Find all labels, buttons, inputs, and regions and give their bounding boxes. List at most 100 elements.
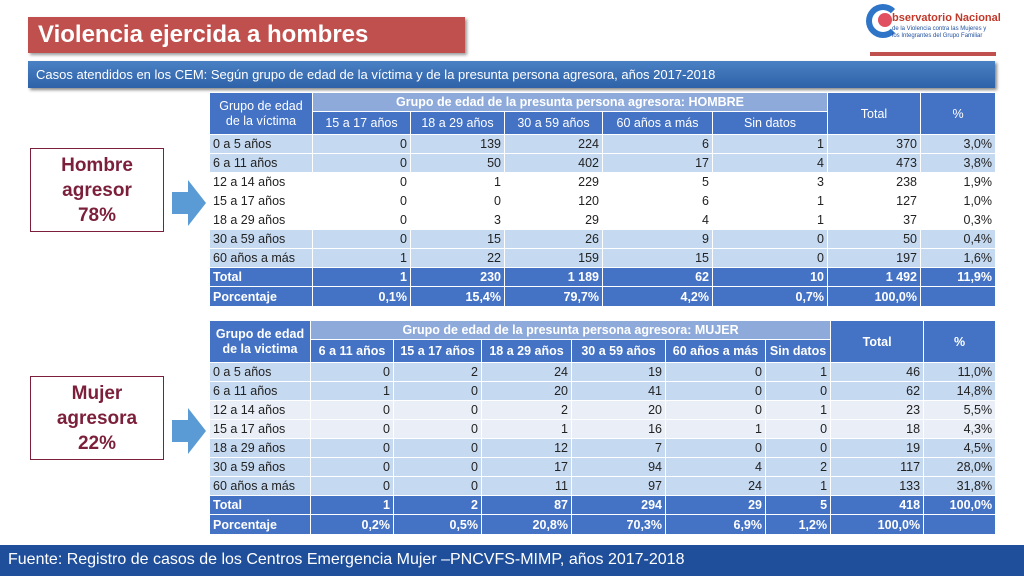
row-percent: 4,3% [923,419,997,439]
cell-value: 1,2% [764,514,832,535]
cell-value: 15 [602,248,713,268]
cell-value: 1 [481,419,572,439]
row-label: 15 a 17 años [209,419,311,439]
subtitle-bar: Casos atendidos en los CEM: Según grupo … [28,61,995,88]
row-percent: 11,0% [923,362,997,382]
row-label: 30 a 59 años [209,229,313,249]
row-label: 0 a 5 años [209,134,313,154]
header-row: Grupo de edad de la victima Grupo de edad… [209,320,997,363]
cell-value: 15,4% [410,286,505,307]
cell-value: 6,9% [665,514,766,535]
cell-value: 9 [602,229,713,249]
cell-value: 94 [571,457,666,477]
row-percent [923,514,997,535]
cell-value: 2 [764,457,832,477]
row-percent: 14,8% [923,381,997,401]
cell-value: 0 [310,457,394,477]
table-hombre-agresor: Grupo de edad de la víctima Grupo de edad… [209,92,996,307]
cell-value: 1 [764,362,832,382]
row-label: 6 a 11 años [209,153,313,173]
cell-value: 0 [310,438,394,458]
row-total: 62 [830,381,925,401]
cell-value: 402 [504,153,603,173]
row-label: 6 a 11 años [209,381,311,401]
row-percent: 28,0% [923,457,997,477]
table-row: 30 a 59 años 0 0 17 94 4 2 117 28,0% [209,457,997,477]
cell-value: 229 [504,172,603,192]
source-footer: Fuente: Registro de casos de los Centros… [0,545,1024,576]
cell-value: 0 [310,362,394,382]
row-label: 60 años a más [209,476,311,496]
cell-value: 1 189 [504,267,603,287]
row-total: 18 [830,419,925,439]
box-line1: Hombre [61,155,133,176]
cell-value: 0 [393,381,482,401]
cell-value: 1 [764,476,832,496]
box-line2: agresora [56,408,138,429]
cell-value: 19 [571,362,666,382]
cell-value: 1 [310,381,394,401]
percent-header: % [920,92,996,135]
cell-value: 0 [665,362,766,382]
cell-value: 17 [602,153,713,173]
row-total: 19 [830,438,925,458]
cell-value: 3 [410,210,505,230]
row-percent: 100,0% [923,495,997,515]
cell-value: 6 [602,134,713,154]
subheader-row: 15 a 17 años 18 a 29 años 30 a 59 años 60 a… [210,111,996,135]
table-row: 6 a 11 años 0 50 402 17 4 473 3,8% [209,153,996,173]
cell-value: 0 [310,400,394,420]
cell-value: 2 [481,400,572,420]
cell-value: 20 [481,381,572,401]
cell-value: 1 [310,495,394,515]
row-total: 238 [827,172,921,192]
cell-value: 1 [312,267,411,287]
cell-value: 0 [410,191,505,211]
aggressor-group-header: Grupo de edad de la presunta persona agr… [309,320,832,340]
row-total: 133 [830,476,925,496]
row-label: 18 a 29 años [209,438,311,458]
cell-value: 24 [481,362,572,382]
column-header: Sin datos [712,111,828,135]
logo-subtitle: de la Violencia contra las Mujeres y los … [892,26,987,39]
subheader-row: 6 a 11 años 15 a 17 años 18 a 29 años 30 a … [210,339,996,363]
row-percent: 1,9% [920,172,996,192]
cell-value: 1 [665,419,766,439]
cell-value: 0 [312,210,411,230]
cell-value: 20,8% [481,514,572,535]
cell-value: 0 [310,419,394,439]
table-row: Total 1 230 1 189 62 10 1 492 11,9% [209,267,996,287]
table-row: 18 a 29 años 0 0 12 7 0 0 19 4,5% [209,438,997,458]
cell-value: 230 [410,267,505,287]
cell-value: 2 [393,362,482,382]
cell-value: 62 [602,267,713,287]
cell-value: 0 [665,381,766,401]
cell-value: 79,7% [504,286,603,307]
table-mujer-agresora: Grupo de edad de la victima Grupo de edad… [209,320,997,535]
row-total: 370 [827,134,921,154]
cell-value: 159 [504,248,603,268]
table-row: 6 a 11 años 1 0 20 41 0 0 62 14,8% [209,381,997,401]
cell-value: 15 [410,229,505,249]
total-header: Total [830,320,925,363]
mujer-agresora-box: Mujer agresora 22% [30,376,164,460]
row-label: Total [209,267,313,287]
row-label: Porcentaje [209,286,313,307]
cell-value: 0 [312,191,411,211]
cell-value: 2 [393,495,482,515]
table-row: Porcentaje 0,1% 15,4% 79,7% 4,2% 0,7% 100,0% [209,286,996,307]
header-row: Grupo de edad de la víctima Grupo de edad… [209,92,996,135]
cell-value: 29 [504,210,603,230]
cell-value: 0 [665,400,766,420]
table-row: Total 1 2 87 294 29 5 418 100,0% [209,495,997,515]
cell-value: 17 [481,457,572,477]
cell-value: 5 [764,495,832,515]
row-total: 23 [830,400,925,420]
cell-value: 97 [571,476,666,496]
row-percent: 5,5% [923,400,997,420]
row-total: 197 [827,248,921,268]
table-row: 0 a 5 años 0 139 224 6 1 370 3,0% [209,134,996,154]
row-label: 12 a 14 años [209,172,313,192]
row-total: 100,0% [827,286,921,307]
total-header: Total [827,92,921,135]
